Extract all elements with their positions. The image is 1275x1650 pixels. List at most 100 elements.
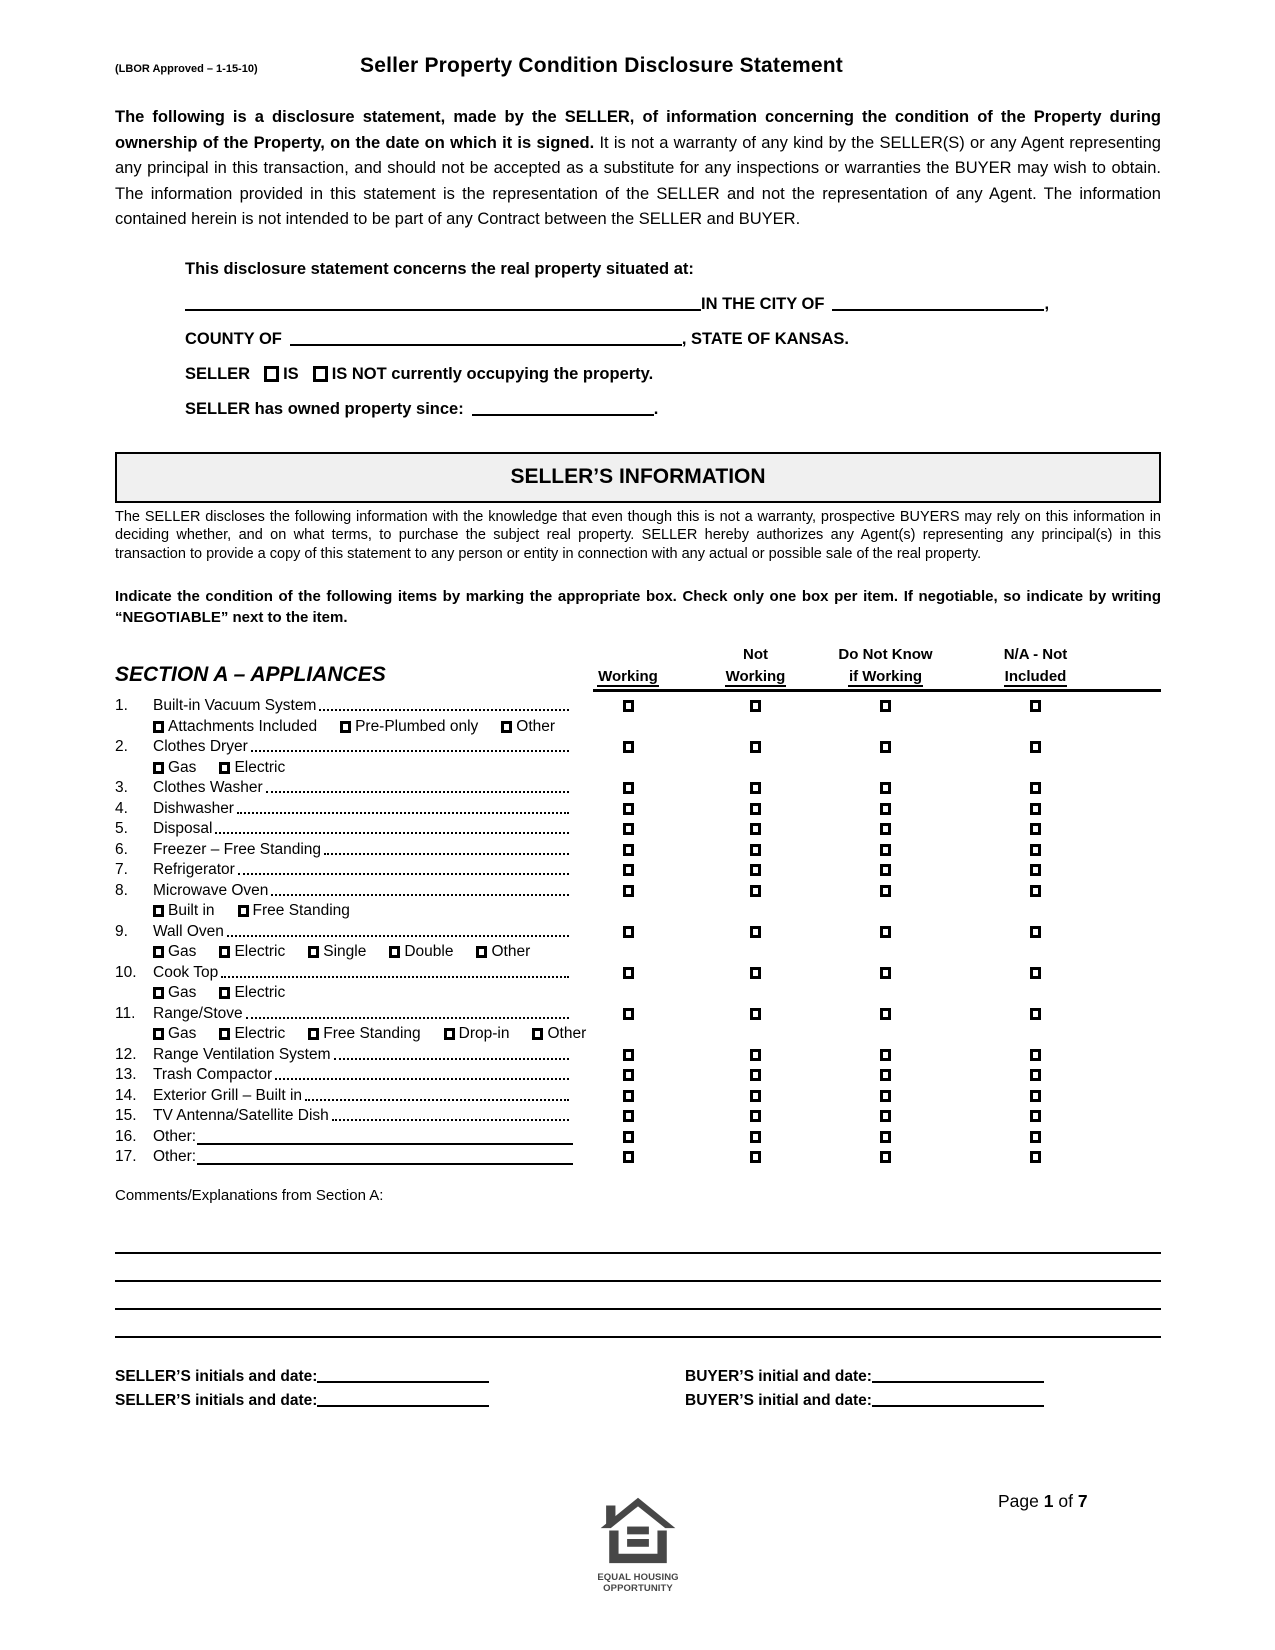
checkbox-item7-na-not-included[interactable] [1030,864,1041,877]
checkbox-item1-not-working[interactable] [750,700,761,713]
checkbox-item1-do-not-know-if-working[interactable] [880,700,891,713]
checkbox-item16-working[interactable] [622,1130,634,1143]
checkbox-item2-na-not-included[interactable] [1030,741,1041,754]
checkbox-item11-not-working[interactable] [750,1007,761,1020]
checkbox-item7-working[interactable] [622,864,634,877]
checkbox-item12-na-not-included[interactable] [1030,1048,1041,1061]
checkbox-item14-na-not-included[interactable] [1030,1089,1041,1102]
checkbox-item16-not-working[interactable] [750,1130,761,1143]
buyer-initials-line-2[interactable] [871,1392,1044,1407]
checkbox-item16-do-not-know-if-working[interactable] [880,1130,891,1143]
checkbox-item17-do-not-know-if-working[interactable] [880,1151,891,1164]
checkbox-item7-not-working[interactable] [750,864,761,877]
checkbox-item11-free-standing[interactable] [308,1028,320,1041]
checkbox-item3-not-working[interactable] [750,782,761,795]
checkbox-item10-working[interactable] [622,966,634,979]
checkbox-item4-do-not-know-if-working[interactable] [880,802,891,815]
checkbox-item11-na-not-included[interactable] [1030,1007,1041,1020]
checkbox-item11-gas[interactable] [153,1028,164,1041]
comments-line-1[interactable] [115,1226,1161,1254]
checkbox-item10-electric[interactable] [219,987,231,1000]
checkbox-item6-working[interactable] [622,843,634,856]
checkbox-item11-other[interactable] [532,1028,544,1041]
seller-is-not-checkbox[interactable] [312,365,328,382]
checkbox-item11-electric[interactable] [219,1028,231,1041]
checkbox-item13-na-not-included[interactable] [1030,1069,1041,1082]
checkbox-item9-electric[interactable] [219,946,231,959]
checkbox-item2-gas[interactable] [153,761,164,774]
checkbox-item5-not-working[interactable] [750,823,761,836]
checkbox-item9-single[interactable] [308,946,320,959]
checkbox-item3-working[interactable] [622,782,634,795]
checkbox-item10-not-working[interactable] [750,966,761,979]
checkbox-item11-do-not-know-if-working[interactable] [880,1007,891,1020]
checkbox-item14-not-working[interactable] [750,1089,761,1102]
checkbox-item14-do-not-know-if-working[interactable] [880,1089,891,1102]
checkbox-item4-working[interactable] [622,802,634,815]
checkbox-item12-do-not-know-if-working[interactable] [880,1048,891,1061]
checkbox-item9-other[interactable] [476,946,488,959]
checkbox-item11-working[interactable] [622,1007,634,1020]
checkbox-item9-double[interactable] [389,946,401,959]
checkbox-item6-do-not-know-if-working[interactable] [880,843,891,856]
checkbox-item15-do-not-know-if-working[interactable] [880,1110,891,1123]
checkbox-item10-na-not-included[interactable] [1030,966,1041,979]
checkbox-item13-working[interactable] [622,1069,634,1082]
checkbox-item8-working[interactable] [622,884,634,897]
checkbox-item14-working[interactable] [622,1089,634,1102]
checkbox-item1-na-not-included[interactable] [1030,700,1041,713]
checkbox-item13-do-not-know-if-working[interactable] [880,1069,891,1082]
checkbox-item3-do-not-know-if-working[interactable] [880,782,891,795]
checkbox-item2-not-working[interactable] [750,741,761,754]
checkbox-item4-not-working[interactable] [750,802,761,815]
checkbox-item1-other[interactable] [501,720,513,733]
checkbox-item2-working[interactable] [622,741,634,754]
checkbox-item17-working[interactable] [622,1151,634,1164]
checkbox-item9-do-not-know-if-working[interactable] [880,925,891,938]
checkbox-item8-not-working[interactable] [750,884,761,897]
seller-initials-line-1[interactable] [317,1368,490,1383]
checkbox-item2-do-not-know-if-working[interactable] [880,741,891,754]
checkbox-item2-electric[interactable] [219,761,231,774]
checkbox-item6-not-working[interactable] [750,843,761,856]
checkbox-item15-na-not-included[interactable] [1030,1110,1041,1123]
checkbox-item8-free-standing[interactable] [237,905,249,918]
checkbox-item3-na-not-included[interactable] [1030,782,1041,795]
checkbox-item7-do-not-know-if-working[interactable] [880,864,891,877]
checkbox-item17-na-not-included[interactable] [1030,1151,1041,1164]
checkbox-item5-na-not-included[interactable] [1030,823,1041,836]
checkbox-item8-na-not-included[interactable] [1030,884,1041,897]
checkbox-item17-not-working[interactable] [750,1151,761,1164]
checkbox-item1-attachments-included[interactable] [153,720,164,733]
seller-is-checkbox[interactable] [264,365,280,382]
county-blank[interactable] [289,330,682,346]
seller-initials-line-2[interactable] [317,1392,490,1407]
checkbox-item4-na-not-included[interactable] [1030,802,1041,815]
checkbox-item11-drop-in[interactable] [443,1028,455,1041]
comments-line-3[interactable] [115,1282,1161,1310]
property-address-blank[interactable] [185,295,701,311]
other-blank-line[interactable] [197,1163,573,1166]
owned-since-blank[interactable] [471,400,654,416]
checkbox-item9-not-working[interactable] [750,925,761,938]
checkbox-item8-built-in[interactable] [153,905,164,918]
checkbox-item16-na-not-included[interactable] [1030,1130,1041,1143]
checkbox-item6-na-not-included[interactable] [1030,843,1041,856]
checkbox-item13-not-working[interactable] [750,1069,761,1082]
checkbox-item10-do-not-know-if-working[interactable] [880,966,891,979]
checkbox-item15-working[interactable] [622,1110,634,1123]
checkbox-item12-not-working[interactable] [750,1048,761,1061]
checkbox-item1-pre-plumbed-only[interactable] [340,720,352,733]
comments-line-4[interactable] [115,1310,1161,1338]
checkbox-item9-gas[interactable] [153,946,164,959]
comments-line-2[interactable] [115,1254,1161,1282]
checkbox-item5-do-not-know-if-working[interactable] [880,823,891,836]
checkbox-item12-working[interactable] [622,1048,634,1061]
other-blank-line[interactable] [197,1142,573,1145]
checkbox-item1-working[interactable] [622,700,634,713]
checkbox-item9-working[interactable] [622,925,634,938]
checkbox-item15-not-working[interactable] [750,1110,761,1123]
city-blank[interactable] [832,295,1045,311]
buyer-initials-line-1[interactable] [871,1368,1044,1383]
checkbox-item8-do-not-know-if-working[interactable] [880,884,891,897]
